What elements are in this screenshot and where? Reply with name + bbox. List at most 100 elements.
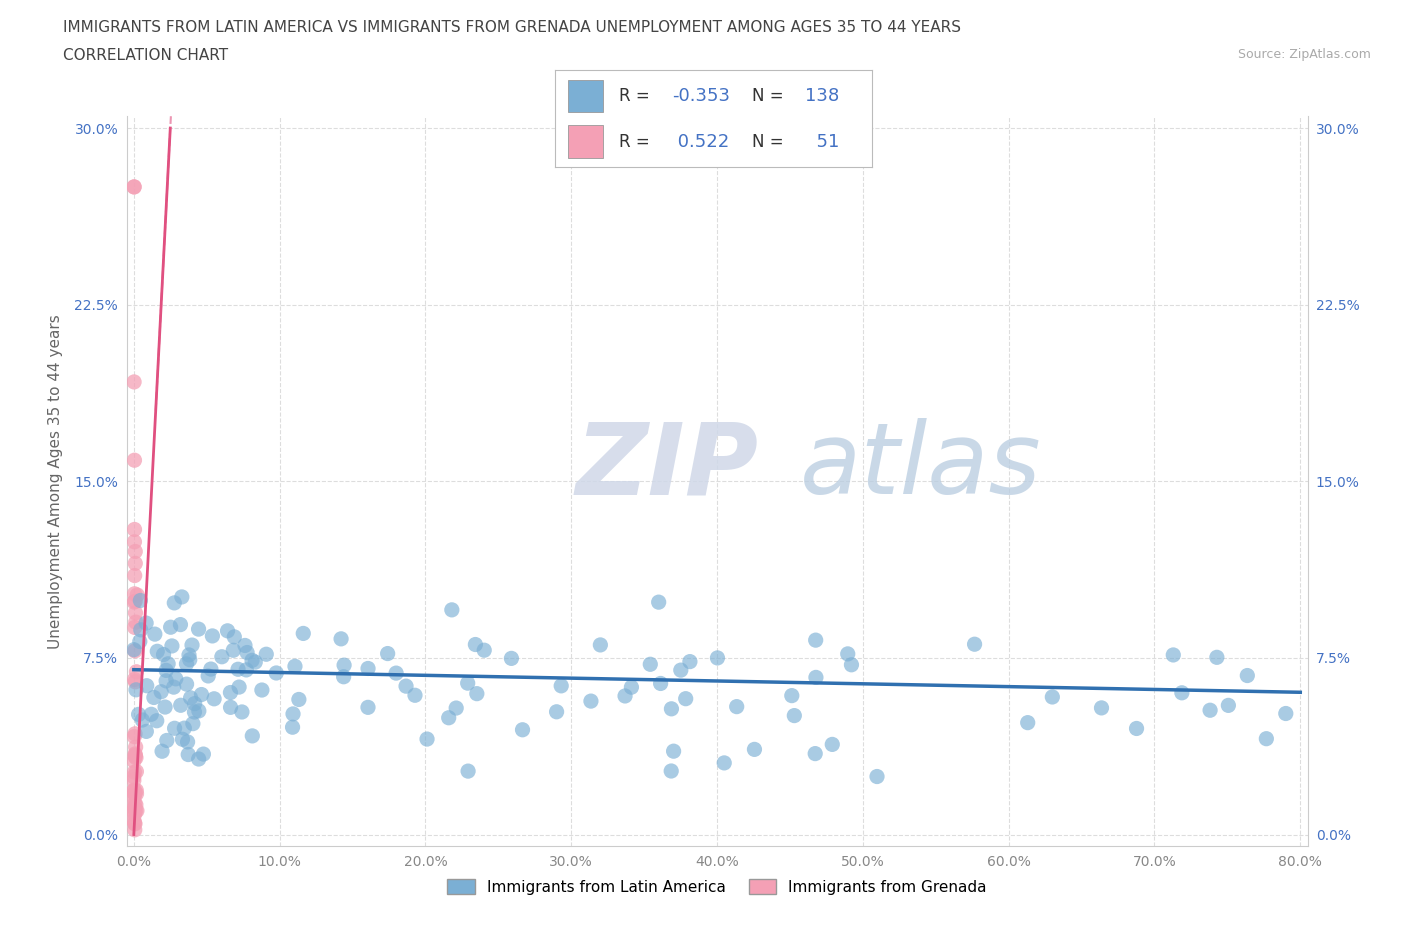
- Point: [124, 739, 146, 754]
- Point: [288, 692, 311, 707]
- Point: [744, 742, 766, 757]
- Point: [211, 649, 233, 664]
- Point: [176, 657, 198, 671]
- Point: [173, 721, 195, 736]
- Point: [124, 568, 146, 583]
- Point: [1040, 689, 1063, 704]
- Point: [333, 658, 356, 672]
- Point: [1161, 647, 1184, 662]
- Point: [142, 690, 165, 705]
- Point: [647, 594, 669, 609]
- Point: [284, 658, 307, 673]
- Point: [122, 790, 145, 805]
- Text: ZIP: ZIP: [575, 418, 758, 515]
- Point: [780, 688, 803, 703]
- Point: [125, 751, 148, 765]
- Point: [141, 707, 163, 722]
- Point: [122, 813, 145, 828]
- Point: [416, 732, 439, 747]
- Point: [122, 804, 145, 819]
- Point: [124, 800, 146, 815]
- Text: IMMIGRANTS FROM LATIN AMERICA VS IMMIGRANTS FROM GRENADA UNEMPLOYMENT AMONG AGES: IMMIGRANTS FROM LATIN AMERICA VS IMMIGRA…: [63, 20, 962, 35]
- Point: [197, 669, 219, 684]
- Point: [219, 700, 242, 715]
- Point: [217, 623, 239, 638]
- Point: [124, 816, 146, 830]
- Point: [124, 556, 146, 571]
- Point: [804, 632, 827, 647]
- Point: [125, 615, 148, 630]
- Point: [176, 735, 198, 750]
- Point: [124, 593, 146, 608]
- Point: [713, 755, 735, 770]
- Bar: [568, 80, 603, 112]
- Text: N =: N =: [752, 86, 783, 105]
- Point: [385, 666, 408, 681]
- Point: [640, 657, 662, 671]
- Point: [332, 670, 354, 684]
- Point: [125, 683, 148, 698]
- Point: [124, 674, 146, 689]
- Point: [963, 637, 986, 652]
- Point: [679, 654, 702, 669]
- Point: [155, 663, 177, 678]
- Point: [122, 769, 145, 784]
- Point: [124, 783, 146, 798]
- Point: [669, 663, 692, 678]
- Point: [163, 721, 186, 736]
- Point: [124, 620, 146, 635]
- Point: [153, 699, 176, 714]
- Point: [156, 733, 179, 748]
- Point: [292, 626, 315, 641]
- Point: [155, 673, 177, 688]
- Point: [437, 711, 460, 725]
- Point: [181, 638, 204, 653]
- Point: [235, 662, 257, 677]
- Point: [231, 705, 253, 720]
- Point: [662, 744, 685, 759]
- Point: [804, 746, 827, 761]
- Point: [122, 375, 145, 390]
- Point: [579, 694, 602, 709]
- Point: [160, 639, 183, 654]
- Point: [124, 748, 146, 763]
- Text: R =: R =: [619, 132, 650, 151]
- Point: [124, 729, 146, 744]
- Text: CORRELATION CHART: CORRELATION CHART: [63, 48, 228, 63]
- Point: [135, 616, 157, 631]
- Point: [124, 786, 146, 801]
- Point: [254, 646, 277, 661]
- Point: [124, 747, 146, 762]
- Point: [128, 707, 150, 722]
- Point: [725, 699, 748, 714]
- Point: [157, 657, 180, 671]
- Point: [146, 644, 169, 658]
- Point: [172, 732, 194, 747]
- Point: [145, 713, 167, 728]
- Point: [124, 535, 146, 550]
- Point: [841, 658, 863, 672]
- Point: [821, 737, 844, 751]
- Point: [1275, 706, 1298, 721]
- Point: [124, 764, 146, 779]
- Text: 51: 51: [806, 132, 839, 151]
- Point: [124, 522, 146, 537]
- Point: [183, 705, 205, 720]
- Point: [706, 650, 728, 665]
- Point: [122, 773, 145, 788]
- Point: [550, 678, 572, 693]
- Point: [163, 680, 186, 695]
- Point: [177, 747, 200, 762]
- Point: [124, 544, 146, 559]
- Point: [330, 631, 353, 646]
- Point: [465, 686, 488, 701]
- Point: [457, 764, 479, 778]
- Point: [124, 605, 146, 620]
- Point: [501, 651, 523, 666]
- Point: [122, 179, 145, 194]
- Point: [125, 797, 148, 812]
- Point: [1256, 731, 1278, 746]
- Point: [228, 680, 250, 695]
- Text: -0.353: -0.353: [672, 86, 731, 105]
- Text: 138: 138: [806, 86, 839, 105]
